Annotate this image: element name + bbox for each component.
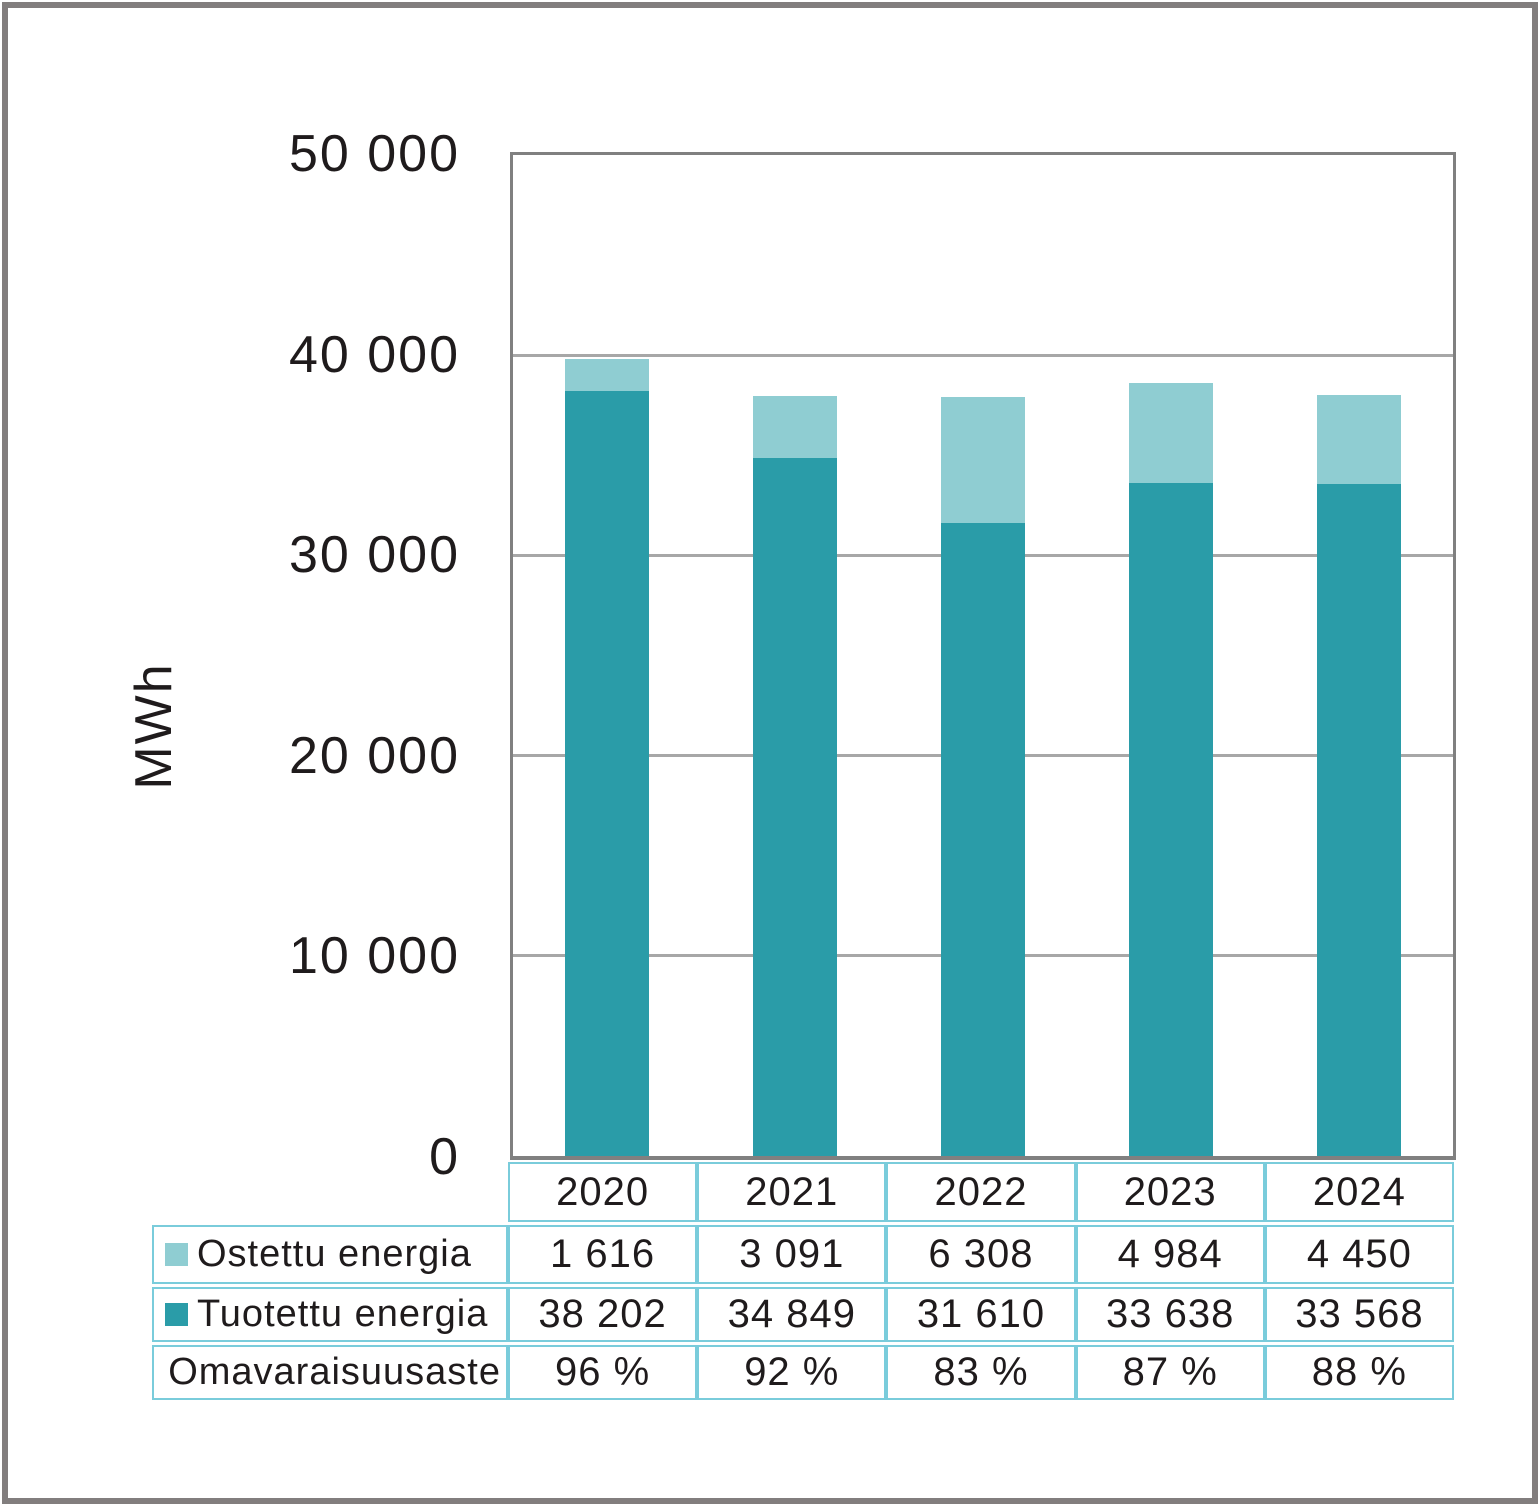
legend-swatch-ostettu-energia [165, 1243, 188, 1266]
bar-2023-segment-tuotettu-energia [1129, 482, 1213, 1156]
bar-2022-segment-tuotettu-energia [941, 523, 1025, 1156]
value-cell-omavaraisuusaste-2023: 87 % [1075, 1345, 1265, 1400]
bar-2024-segment-tuotettu-energia [1317, 483, 1401, 1156]
value-cell-omavaraisuusaste-2022: 83 % [886, 1345, 1076, 1400]
y-tick-label-30000: 30 000 [288, 526, 460, 585]
year-header-cell-2022: 2022 [886, 1162, 1076, 1222]
value-cell-tuotettu-energia-2024: 33 568 [1264, 1287, 1454, 1342]
year-header-cell-2023: 2023 [1075, 1162, 1265, 1222]
legend-swatch-tuotettu-energia [165, 1303, 188, 1326]
bar-2023-segment-ostettu-energia [1129, 382, 1213, 483]
year-header-cell-2024: 2024 [1264, 1162, 1454, 1222]
bar-2022-segment-ostettu-energia [941, 396, 1025, 524]
value-cell-ostettu-energia-2024: 4 450 [1264, 1225, 1454, 1284]
value-cell-omavaraisuusaste-2020: 96 % [508, 1345, 698, 1400]
value-cell-tuotettu-energia-2021: 34 849 [697, 1287, 887, 1342]
row-label-tuotettu-energia: Tuotettu energia [152, 1287, 508, 1342]
value-cell-omavaraisuusaste-2024: 88 % [1264, 1345, 1454, 1400]
row-label-ostettu-energia: Ostettu energia [152, 1225, 508, 1284]
bar-2021-segment-tuotettu-energia [753, 458, 837, 1156]
y-tick-label-40000: 40 000 [288, 325, 460, 384]
y-tick-label-20000: 20 000 [288, 726, 460, 785]
value-cell-tuotettu-energia-2022: 31 610 [886, 1287, 1076, 1342]
value-cell-ostettu-energia-2021: 3 091 [697, 1225, 887, 1284]
value-cell-ostettu-energia-2020: 1 616 [508, 1225, 698, 1284]
value-cell-tuotettu-energia-2020: 38 202 [508, 1287, 698, 1342]
value-cell-ostettu-energia-2022: 6 308 [886, 1225, 1076, 1284]
value-cell-tuotettu-energia-2023: 33 638 [1075, 1287, 1265, 1342]
y-tick-label-10000: 10 000 [288, 927, 460, 986]
bar-2024-segment-ostettu-energia [1317, 394, 1401, 484]
value-cell-ostettu-energia-2023: 4 984 [1075, 1225, 1265, 1284]
year-header-cell-2020: 2020 [508, 1162, 698, 1222]
gridline-40000 [513, 353, 1453, 357]
bar-2021-segment-ostettu-energia [753, 396, 837, 459]
y-tick-label-50000: 50 000 [288, 125, 460, 183]
year-header-cell-2021: 2021 [697, 1162, 887, 1222]
row-label-text: Ostettu energia [197, 1233, 472, 1275]
y-tick-label-0: 0 [429, 1128, 460, 1186]
row-label-omavaraisuusaste: Omavaraisuusaste [152, 1345, 508, 1400]
plot-area [510, 152, 1456, 1160]
bar-2020-segment-tuotettu-energia [565, 391, 649, 1156]
bar-2020-segment-ostettu-energia [565, 358, 649, 392]
row-label-text: Tuotettu energia [197, 1293, 489, 1335]
value-cell-omavaraisuusaste-2021: 92 % [697, 1345, 887, 1400]
